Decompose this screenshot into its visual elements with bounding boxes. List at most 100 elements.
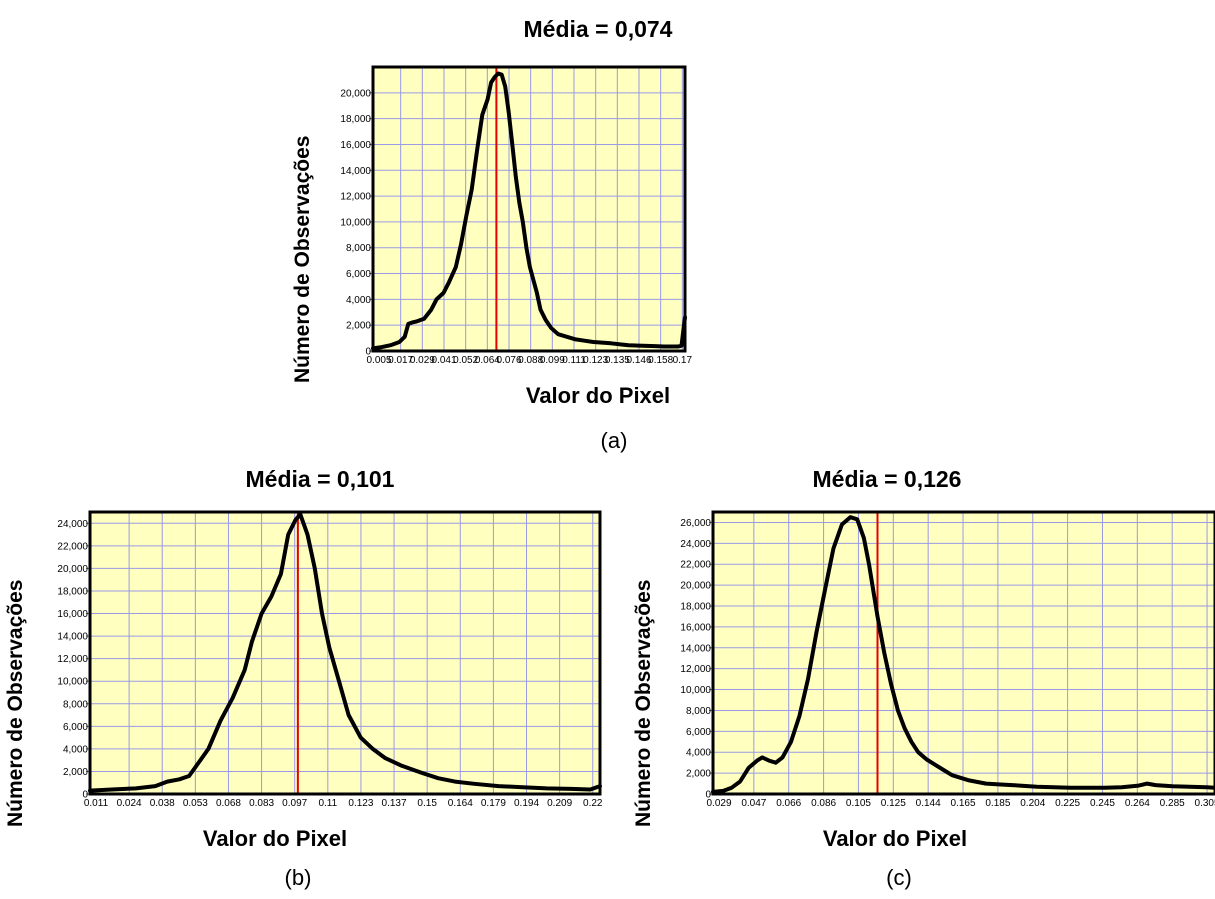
- y-tick-label: 14,000: [680, 643, 711, 654]
- chart-title-b: Média = 0,101: [245, 466, 395, 492]
- y-tick-label: 2,000: [346, 321, 371, 332]
- y-tick-label: 22,000: [680, 560, 711, 571]
- x-tick-label: 0.22: [583, 798, 603, 809]
- y-tick-label: 0: [365, 347, 371, 358]
- y-tick-label: 2,000: [63, 767, 88, 778]
- y-tick-label: 6,000: [346, 269, 371, 280]
- y-tick-label: 14,000: [340, 166, 371, 177]
- x-tick-label: 0.041: [431, 355, 456, 366]
- y-tick-label: 10,000: [680, 685, 711, 696]
- y-tick-label: 18,000: [340, 114, 371, 125]
- x-tick-label: 0.105: [846, 798, 871, 809]
- x-axis-label-a: Valor do Pixel: [525, 383, 671, 408]
- caption-b: (b): [284, 865, 312, 890]
- x-tick-label: 0.064: [475, 355, 500, 366]
- x-tick-label: 0.011: [84, 798, 109, 809]
- x-tick-label: 0.083: [249, 798, 274, 809]
- y-tick-label: 24,000: [57, 519, 88, 530]
- y-tick-label: 12,000: [57, 654, 88, 665]
- y-tick-label: 20,000: [340, 88, 371, 99]
- x-tick-label: 0.146: [626, 355, 651, 366]
- x-tick-label: 0.15: [417, 798, 437, 809]
- x-tick-label: 0.052: [453, 355, 478, 366]
- plot-frame: [371, 65, 687, 353]
- x-tick-label: 0.164: [448, 798, 473, 809]
- x-tick-label: 0.245: [1090, 798, 1115, 809]
- y-tick-label: 0: [82, 790, 88, 801]
- x-tick-label: 0.144: [916, 798, 941, 809]
- x-tick-label: 0.005: [366, 355, 391, 366]
- y-tick-label: 6,000: [686, 727, 711, 738]
- histogram-plot-c: 0 2,000 4,000 6,000 8,000 10,000 12,000 14,000 1…: [680, 510, 1215, 809]
- plot-frame: [88, 510, 602, 796]
- x-tick-label: 0.111: [562, 355, 586, 366]
- x-tick-label: 0.125: [881, 798, 906, 809]
- plot-frame: [711, 510, 1215, 796]
- x-tick-label: 0.264: [1125, 798, 1150, 809]
- x-tick-label: 0.225: [1055, 798, 1080, 809]
- y-tick-label: 20,000: [680, 581, 711, 592]
- plot-area: [90, 512, 600, 794]
- x-tick-label: 0.024: [117, 798, 142, 809]
- x-tick-label: 0.17: [673, 355, 693, 366]
- x-tick-label: 0.088: [518, 355, 543, 366]
- histogram-curve: [371, 71, 687, 351]
- y-tick-label: 4,000: [346, 295, 371, 306]
- x-tick-label: 0.185: [985, 798, 1010, 809]
- y-axis-label-a: Número de Observações: [291, 135, 314, 383]
- y-tick-label: 2,000: [686, 769, 711, 780]
- histogram-curve: [711, 515, 1215, 794]
- x-tick-label: 0.029: [706, 798, 731, 809]
- x-tick-label: 0.086: [811, 798, 836, 809]
- x-tick-label: 0.305: [1195, 798, 1215, 809]
- histogram-plot-b: 0 2,000 4,000 6,000 8,000 10,000 12,000 14,000 1…: [57, 510, 603, 809]
- y-tick-label: 18,000: [57, 586, 88, 597]
- y-tick-label: 14,000: [57, 632, 88, 643]
- y-tick-label: 0: [705, 790, 711, 801]
- y-axis-label-c: Número de Observações: [632, 579, 655, 827]
- x-tick-label: 0.158: [648, 355, 673, 366]
- y-tick-label: 20,000: [57, 564, 88, 575]
- y-tick-label: 10,000: [340, 217, 371, 228]
- y-tick-label: 24,000: [680, 539, 711, 550]
- plot-area: [373, 67, 685, 351]
- y-tick-label: 8,000: [686, 706, 711, 717]
- y-tick-label: 6,000: [63, 722, 88, 733]
- x-tick-label: 0.165: [951, 798, 976, 809]
- y-tick-label: 16,000: [680, 622, 711, 633]
- y-tick-label: 10,000: [57, 677, 88, 688]
- x-tick-label: 0.068: [216, 798, 241, 809]
- x-tick-label: 0.029: [410, 355, 435, 366]
- y-tick-label: 4,000: [686, 748, 711, 759]
- x-tick-label: 0.053: [183, 798, 208, 809]
- x-tick-label: 0.179: [481, 798, 506, 809]
- y-axis-label-b: Número de Observações: [4, 579, 27, 827]
- x-tick-label: 0.135: [605, 355, 630, 366]
- y-tick-label: 16,000: [57, 609, 88, 620]
- x-tick-label: 0.017: [388, 355, 413, 366]
- x-tick-label: 0.137: [382, 798, 407, 809]
- x-tick-label: 0.099: [540, 355, 565, 366]
- y-tick-label: 22,000: [57, 541, 88, 552]
- x-tick-label: 0.285: [1160, 798, 1185, 809]
- y-tick-label: 12,000: [680, 664, 711, 675]
- y-tick-label: 12,000: [340, 192, 371, 203]
- x-axis-label-c: Valor do Pixel: [822, 826, 968, 851]
- histogram-curve: [88, 512, 602, 793]
- y-tick-label: 8,000: [346, 243, 371, 254]
- x-tick-label: 0.204: [1020, 798, 1045, 809]
- y-tick-label: 8,000: [63, 699, 88, 710]
- x-tick-label: 0.097: [282, 798, 307, 809]
- y-tick-label: 18,000: [680, 602, 711, 613]
- caption-a: (a): [600, 428, 628, 453]
- x-tick-label: 0.047: [741, 798, 766, 809]
- plot-area: [713, 512, 1215, 794]
- caption-c: (c): [886, 865, 912, 890]
- x-tick-label: 0.038: [150, 798, 175, 809]
- x-tick-label: 0.11: [318, 798, 337, 809]
- chart-title-a: Média = 0,074: [523, 16, 673, 42]
- y-tick-label: 16,000: [340, 140, 371, 151]
- x-axis-label-b: Valor do Pixel: [202, 826, 348, 851]
- x-tick-label: 0.076: [496, 355, 521, 366]
- chart-title-c: Média = 0,126: [812, 466, 962, 492]
